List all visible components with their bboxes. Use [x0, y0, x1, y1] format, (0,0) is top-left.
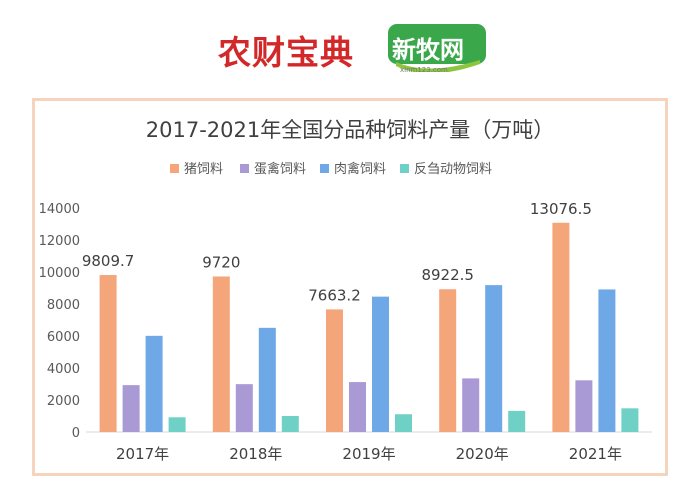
bar [99, 275, 117, 432]
legend-swatch [170, 164, 179, 173]
xinmu-logo: 新牧网 [392, 36, 464, 64]
y-axis: 0 2000 4000 6000 8000 10000 12000 14000 [39, 202, 80, 441]
xinmu-logo-badge [388, 24, 486, 72]
x-tick-label: 2020年 [456, 445, 509, 463]
bar [485, 285, 503, 432]
data-label: 13076.5 [530, 200, 592, 218]
y-tick-label: 2000 [47, 394, 80, 409]
bar [598, 289, 616, 432]
y-tick-label: 14000 [39, 202, 80, 217]
bar [462, 378, 480, 432]
data-label: 8922.5 [421, 266, 474, 284]
y-tick-label: 10000 [39, 266, 80, 281]
legend-label: 猪饲料 [184, 162, 223, 177]
bar [326, 309, 343, 432]
bar [122, 385, 140, 432]
x-tick-label: 2019年 [342, 445, 395, 463]
x-tick-label: 2018年 [229, 445, 282, 463]
chart-legend: 猪饲料 蛋禽饲料 肉禽饲料 反刍动物饲料 [170, 161, 492, 177]
data-label: 7663.2 [308, 286, 361, 304]
y-tick-label: 8000 [47, 298, 80, 313]
bar [439, 289, 457, 432]
data-label: 9720 [202, 253, 240, 271]
xinmu-logo-url: xinm123.com [400, 66, 448, 74]
x-tick-label: 2017年 [116, 445, 169, 463]
bar [212, 276, 230, 432]
y-tick-label: 0 [72, 426, 80, 441]
bar [552, 222, 570, 432]
chart-title: 2017-2021年全国分品种饲料产量（万吨） [146, 118, 554, 142]
bar [281, 416, 299, 432]
nongcai-logo: 农财宝典 [218, 33, 354, 72]
bar [235, 384, 253, 432]
x-axis: 2017年 2018年 2019年 2020年 2021年 [116, 445, 622, 463]
bar [168, 417, 186, 432]
y-tick-label: 6000 [47, 330, 80, 345]
x-tick-label: 2021年 [569, 445, 622, 463]
legend-swatch [320, 164, 329, 173]
legend-swatch [240, 164, 249, 173]
bar [145, 335, 163, 432]
legend-label: 肉禽饲料 [334, 161, 386, 177]
bar [575, 380, 593, 432]
bar [621, 408, 639, 432]
data-label: 9809.7 [82, 252, 135, 270]
legend-label: 蛋禽饲料 [254, 161, 306, 177]
y-tick-label: 4000 [47, 362, 80, 377]
bar [508, 410, 526, 432]
bar [258, 327, 276, 432]
legend-label: 反刍动物饲料 [414, 162, 492, 177]
bar [349, 382, 366, 432]
y-tick-label: 12000 [39, 234, 80, 249]
bar [395, 414, 412, 432]
bar [372, 296, 389, 432]
legend-swatch [400, 164, 409, 173]
bar-groups: 9809.7 9720 7663.2 8922.5 13076.5 [82, 200, 639, 432]
